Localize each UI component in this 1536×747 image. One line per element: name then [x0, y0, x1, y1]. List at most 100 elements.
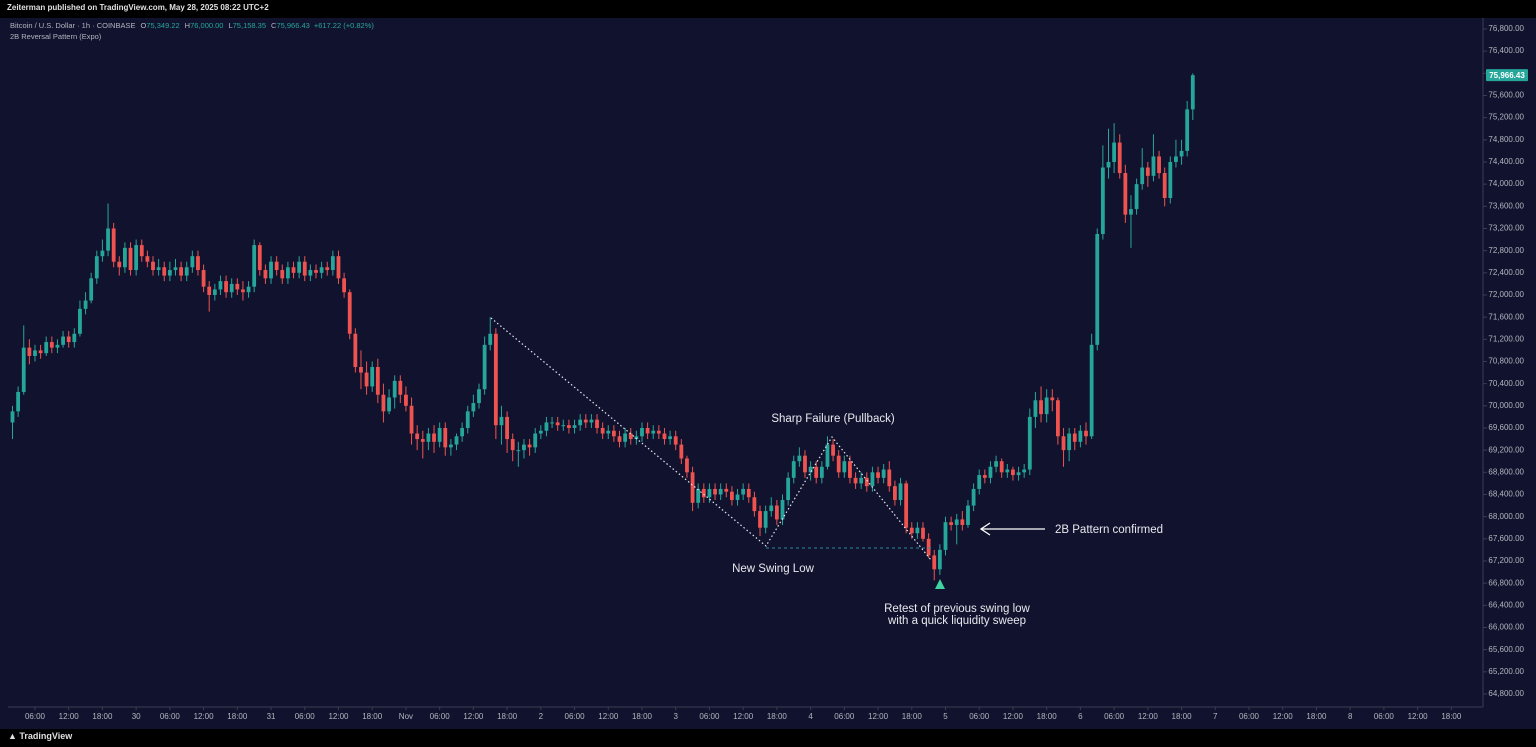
candle-body — [651, 430, 656, 434]
x-tick-label: 12:00 — [1273, 712, 1294, 721]
candle-body — [876, 472, 880, 478]
pattern-drawing — [490, 317, 1045, 589]
x-tick-label: 7 — [1213, 712, 1218, 721]
candle-body — [685, 458, 689, 473]
x-tick-label: 06:00 — [1239, 712, 1260, 721]
candle-body — [1022, 469, 1027, 473]
x-tick-label: 06:00 — [699, 712, 720, 721]
x-tick-label: 12:00 — [598, 712, 619, 721]
candle-body — [859, 477, 864, 484]
x-tick-label: 30 — [132, 712, 141, 721]
candle-body — [100, 250, 105, 257]
candle-body — [1134, 184, 1139, 210]
candle-body — [207, 286, 212, 295]
candle-body — [235, 283, 240, 290]
candle-body — [477, 389, 481, 404]
legend-value: 75,349.22 — [146, 21, 180, 30]
candle-body — [808, 466, 813, 473]
x-tick-label: 18:00 — [1037, 712, 1058, 721]
x-tick-label: 06:00 — [1374, 712, 1395, 721]
candle-body — [786, 477, 791, 501]
candle-body — [21, 347, 26, 392]
candle-body — [1089, 344, 1094, 437]
candle-body — [611, 430, 616, 437]
candle-body — [415, 433, 420, 440]
candle-body — [111, 228, 116, 262]
candle-body — [595, 419, 599, 428]
candle-body — [915, 527, 920, 534]
x-tick-label: 18:00 — [92, 712, 113, 721]
indicator: 2B Reversal Pattern (Expo) — [10, 32, 102, 41]
candle-body — [488, 333, 493, 345]
candle-body — [370, 367, 375, 387]
candle-body — [27, 347, 32, 356]
candle-body — [769, 505, 774, 512]
candle-body — [578, 419, 583, 426]
annotation: Sharp Failure (Pullback) — [771, 413, 895, 425]
candle-body — [123, 247, 127, 268]
candle-body — [359, 367, 363, 373]
x-tick-label: 18:00 — [497, 712, 518, 721]
candle-body — [971, 488, 976, 506]
candle-body — [460, 427, 465, 437]
x-tick-label: 18:00 — [1172, 712, 1193, 721]
candle-body — [398, 380, 403, 395]
x-tick-label: 4 — [808, 712, 813, 721]
candle-body — [319, 267, 324, 273]
publish-line: Zeiterman published on TradingView.com, … — [7, 3, 269, 12]
arrow-head — [979, 522, 991, 536]
y-tick-label: 72,800.00 — [1488, 246, 1524, 255]
y-tick-label: 69,200.00 — [1488, 445, 1524, 454]
candle-body — [527, 444, 532, 448]
candle-body — [656, 430, 661, 434]
candle-body — [274, 261, 279, 271]
x-tick-label: 06:00 — [969, 712, 990, 721]
candle-body — [173, 267, 178, 271]
x-tick-label: 12:00 — [1003, 712, 1024, 721]
candle-body — [55, 344, 60, 348]
candle-body — [662, 433, 667, 440]
candle-body — [1061, 436, 1066, 451]
x-tick-label: 18:00 — [632, 712, 653, 721]
candle-body — [302, 261, 307, 276]
candle-body — [404, 394, 408, 406]
candle-body — [33, 350, 37, 356]
candle-body — [426, 433, 431, 442]
candle-body — [707, 488, 712, 498]
candle-body — [162, 267, 167, 276]
y-tick-label: 68,400.00 — [1488, 490, 1524, 499]
candle-body — [1033, 400, 1038, 417]
x-tick-label: 12:00 — [463, 712, 484, 721]
y-tick-label: 64,800.00 — [1488, 689, 1524, 698]
candle-body — [696, 488, 701, 503]
candle-body — [499, 416, 504, 426]
candle-body — [836, 455, 841, 473]
candle-body — [814, 466, 819, 478]
candle-body — [128, 247, 133, 271]
y-tick-label: 67,200.00 — [1488, 556, 1524, 565]
y-tick-label: 65,600.00 — [1488, 645, 1524, 654]
candle-body — [600, 427, 605, 434]
x-tick-label: 06:00 — [160, 712, 181, 721]
candle-body — [516, 450, 521, 452]
candle-body — [926, 538, 931, 556]
candle-body — [285, 267, 290, 279]
candle-body — [735, 494, 740, 501]
candle-body — [269, 261, 273, 279]
legend-value: 76,000.00 — [190, 21, 224, 30]
candle-body — [1072, 433, 1077, 442]
candles — [10, 73, 1195, 581]
candle-body — [538, 430, 543, 434]
candle-body — [1011, 469, 1015, 476]
candle-body — [949, 522, 954, 525]
candle-body — [134, 245, 139, 271]
candle-body — [1084, 430, 1088, 437]
candle-body — [437, 427, 442, 442]
candle-body — [550, 422, 554, 424]
candle-body — [1005, 469, 1010, 473]
candle-body — [904, 483, 909, 528]
annotation: Retest of previous swing low — [884, 603, 1030, 615]
candle-body — [16, 391, 21, 412]
candle-body — [201, 270, 206, 287]
y-tick-label: 68,800.00 — [1488, 467, 1524, 476]
